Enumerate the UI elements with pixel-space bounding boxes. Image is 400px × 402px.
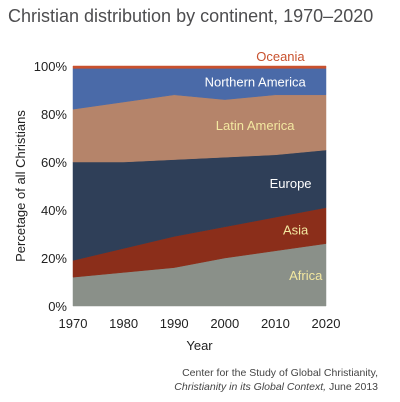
x-axis-ticks: 1970 1980 1990 2000 2010 2020 xyxy=(59,316,341,331)
x-tick-label: 2000 xyxy=(210,316,239,331)
x-tick-label: 2020 xyxy=(312,316,341,331)
x-tick-label: 2010 xyxy=(261,316,290,331)
x-tick-label: 1990 xyxy=(160,316,189,331)
x-tick-label: 1980 xyxy=(109,316,138,331)
band-label-latin-america: Latin America xyxy=(216,118,296,133)
area-band-oceania xyxy=(72,65,327,69)
area-bands xyxy=(72,65,327,307)
source-line-2: Christianity in its Global Context, June… xyxy=(174,380,378,394)
y-tick-label: 80% xyxy=(41,107,67,122)
y-tick-label: 40% xyxy=(41,203,67,218)
band-label-asia: Asia xyxy=(283,223,309,238)
band-label-oceania: Oceania xyxy=(256,49,305,64)
y-tick-label: 60% xyxy=(41,155,67,170)
y-tick-label: 20% xyxy=(41,251,67,266)
y-axis-label: Percetage of all Christians xyxy=(13,110,28,262)
y-tick-label: 100% xyxy=(34,59,68,74)
y-tick-label: 0% xyxy=(48,299,67,314)
band-label-northern-america: Northern America xyxy=(205,75,307,90)
y-axis-ticks: 0% 20% 40% 60% 80% 100% xyxy=(34,59,68,314)
source-date: June 2013 xyxy=(326,381,378,393)
band-labels: Africa Asia Europe Latin America Northern Am… xyxy=(205,49,324,283)
source-credit: Center for the Study of Global Christian… xyxy=(174,366,378,394)
band-label-europe: Europe xyxy=(270,176,312,191)
band-label-africa: Africa xyxy=(289,268,323,283)
x-axis-label: Year xyxy=(186,338,213,353)
source-line-1: Center for the Study of Global Christian… xyxy=(182,367,378,379)
x-tick-label: 1970 xyxy=(59,316,88,331)
source-publication: Christianity in its Global Context, xyxy=(174,381,327,393)
chart-title: Christian distribution by continent, 197… xyxy=(8,6,374,26)
